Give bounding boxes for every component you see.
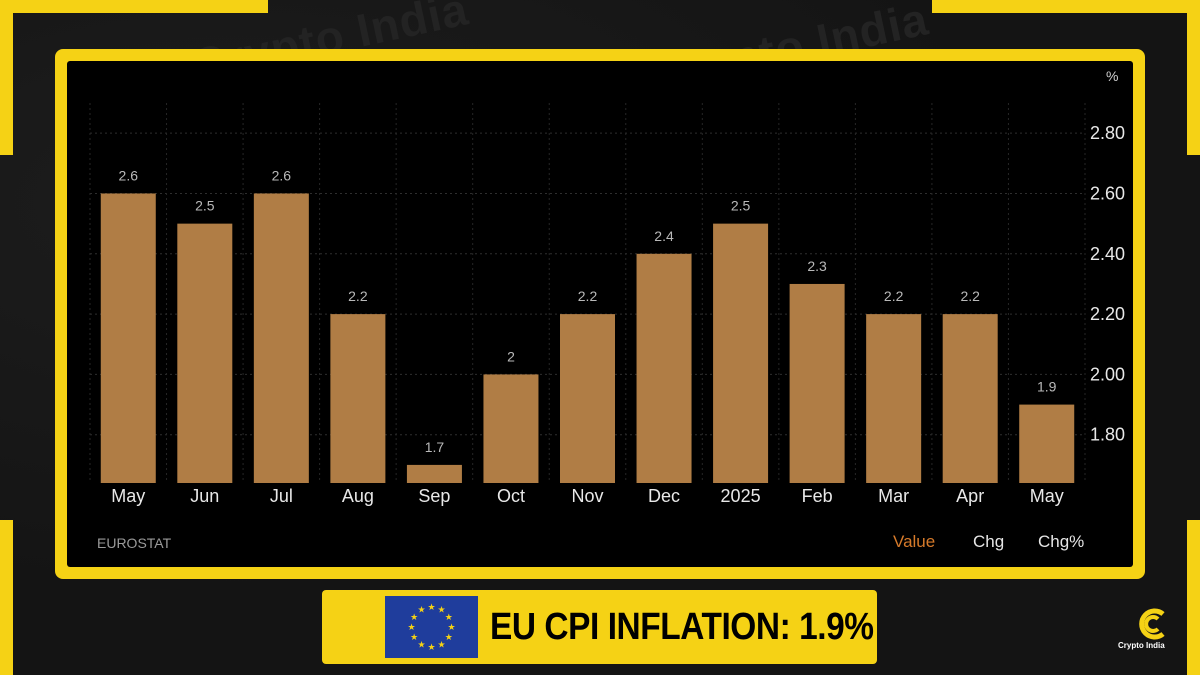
bar[interactable] <box>406 464 462 483</box>
y-axis-unit: % <box>1106 68 1119 84</box>
flag-star-icon: ★ <box>427 602 435 612</box>
x-tick-label: Jun <box>190 486 219 506</box>
data-label: 2.2 <box>348 288 368 304</box>
brand-name: Crypto India <box>1118 641 1165 650</box>
bar[interactable] <box>713 223 769 483</box>
data-label: 2.6 <box>119 167 139 183</box>
x-tick-label: Feb <box>802 486 833 506</box>
bar[interactable] <box>1019 404 1075 483</box>
bar[interactable] <box>253 193 309 483</box>
flag-star-icon: ★ <box>407 622 415 632</box>
flag-star-icon: ★ <box>445 612 453 622</box>
x-tick-label: Dec <box>648 486 680 506</box>
flag-star-icon: ★ <box>427 642 435 652</box>
crypto-india-logo-icon <box>1133 604 1173 644</box>
bar[interactable] <box>866 314 922 483</box>
corner-bracket-top-right <box>932 0 1200 13</box>
eu-flag-stars: ★ ★★★★★★★★★★★ <box>407 602 455 652</box>
corner-bracket-top-right <box>1187 0 1200 155</box>
y-tick-label: 2.80 <box>1090 123 1125 143</box>
data-label: 2 <box>507 348 515 364</box>
x-tick-label: Nov <box>571 486 603 506</box>
flag-star-icon: ★ <box>417 605 425 615</box>
data-label: 2.2 <box>960 288 980 304</box>
bar[interactable] <box>789 283 845 483</box>
x-tick-label: May <box>111 486 145 506</box>
x-tick-label: Jul <box>270 486 293 506</box>
toggle-value[interactable]: Value <box>893 532 936 551</box>
bar[interactable] <box>100 193 156 483</box>
headline-text: EU CPI INFLATION: 1.9% <box>490 606 874 648</box>
x-tick-label: Sep <box>418 486 450 506</box>
corner-bracket-bottom-left <box>0 520 13 675</box>
corner-bracket-bottom-right <box>1187 520 1200 675</box>
data-label: 2.6 <box>272 167 292 183</box>
x-tick-label: 2025 <box>721 486 761 506</box>
y-tick-label: 2.00 <box>1090 364 1125 384</box>
source-label: EUROSTAT <box>97 535 172 551</box>
y-tick-label: 2.40 <box>1090 244 1125 264</box>
toggle-chg[interactable]: Chg <box>973 532 1005 551</box>
corner-bracket-top-left <box>0 0 13 155</box>
bar[interactable] <box>483 374 539 483</box>
flag-star-icon: ★ <box>410 612 418 622</box>
data-label: 2.4 <box>654 228 674 244</box>
bar[interactable] <box>942 314 998 483</box>
data-label: 2.3 <box>807 258 827 274</box>
flag-star-icon: ★ <box>437 605 445 615</box>
x-tick-label: Aug <box>342 486 374 506</box>
data-label: 2.2 <box>578 288 598 304</box>
bar[interactable] <box>636 253 692 483</box>
eu-flag-icon: ★ ★ ★ ★ ★ ★ ★ ★ ★ ★ ★ ★ <box>385 596 478 658</box>
bar[interactable] <box>560 314 615 483</box>
bar[interactable] <box>177 223 233 483</box>
data-label: 2.2 <box>884 288 904 304</box>
data-label: 1.9 <box>1037 379 1057 395</box>
x-tick-label: Oct <box>497 486 525 506</box>
corner-bracket-top-left <box>0 0 268 13</box>
x-tick-label: Apr <box>956 486 984 506</box>
flag-star-icon: ★ <box>447 622 455 632</box>
x-tick-label: Mar <box>878 486 909 506</box>
toggle-chg-percent[interactable]: Chg% <box>1038 532 1085 551</box>
x-tick-label: May <box>1030 486 1064 506</box>
flag-star-icon: ★ <box>445 632 453 642</box>
y-tick-label: 2.60 <box>1090 183 1125 203</box>
flag-star-icon: ★ <box>437 639 445 649</box>
y-tick-label: 2.20 <box>1090 304 1125 324</box>
bar[interactable] <box>330 314 386 483</box>
data-label: 2.5 <box>731 198 751 214</box>
data-label: 1.7 <box>425 439 445 455</box>
flag-star-icon: ★ <box>410 632 418 642</box>
flag-star-icon: ★ <box>417 639 425 649</box>
y-tick-label: 1.80 <box>1090 425 1125 445</box>
data-label: 2.5 <box>195 198 215 214</box>
